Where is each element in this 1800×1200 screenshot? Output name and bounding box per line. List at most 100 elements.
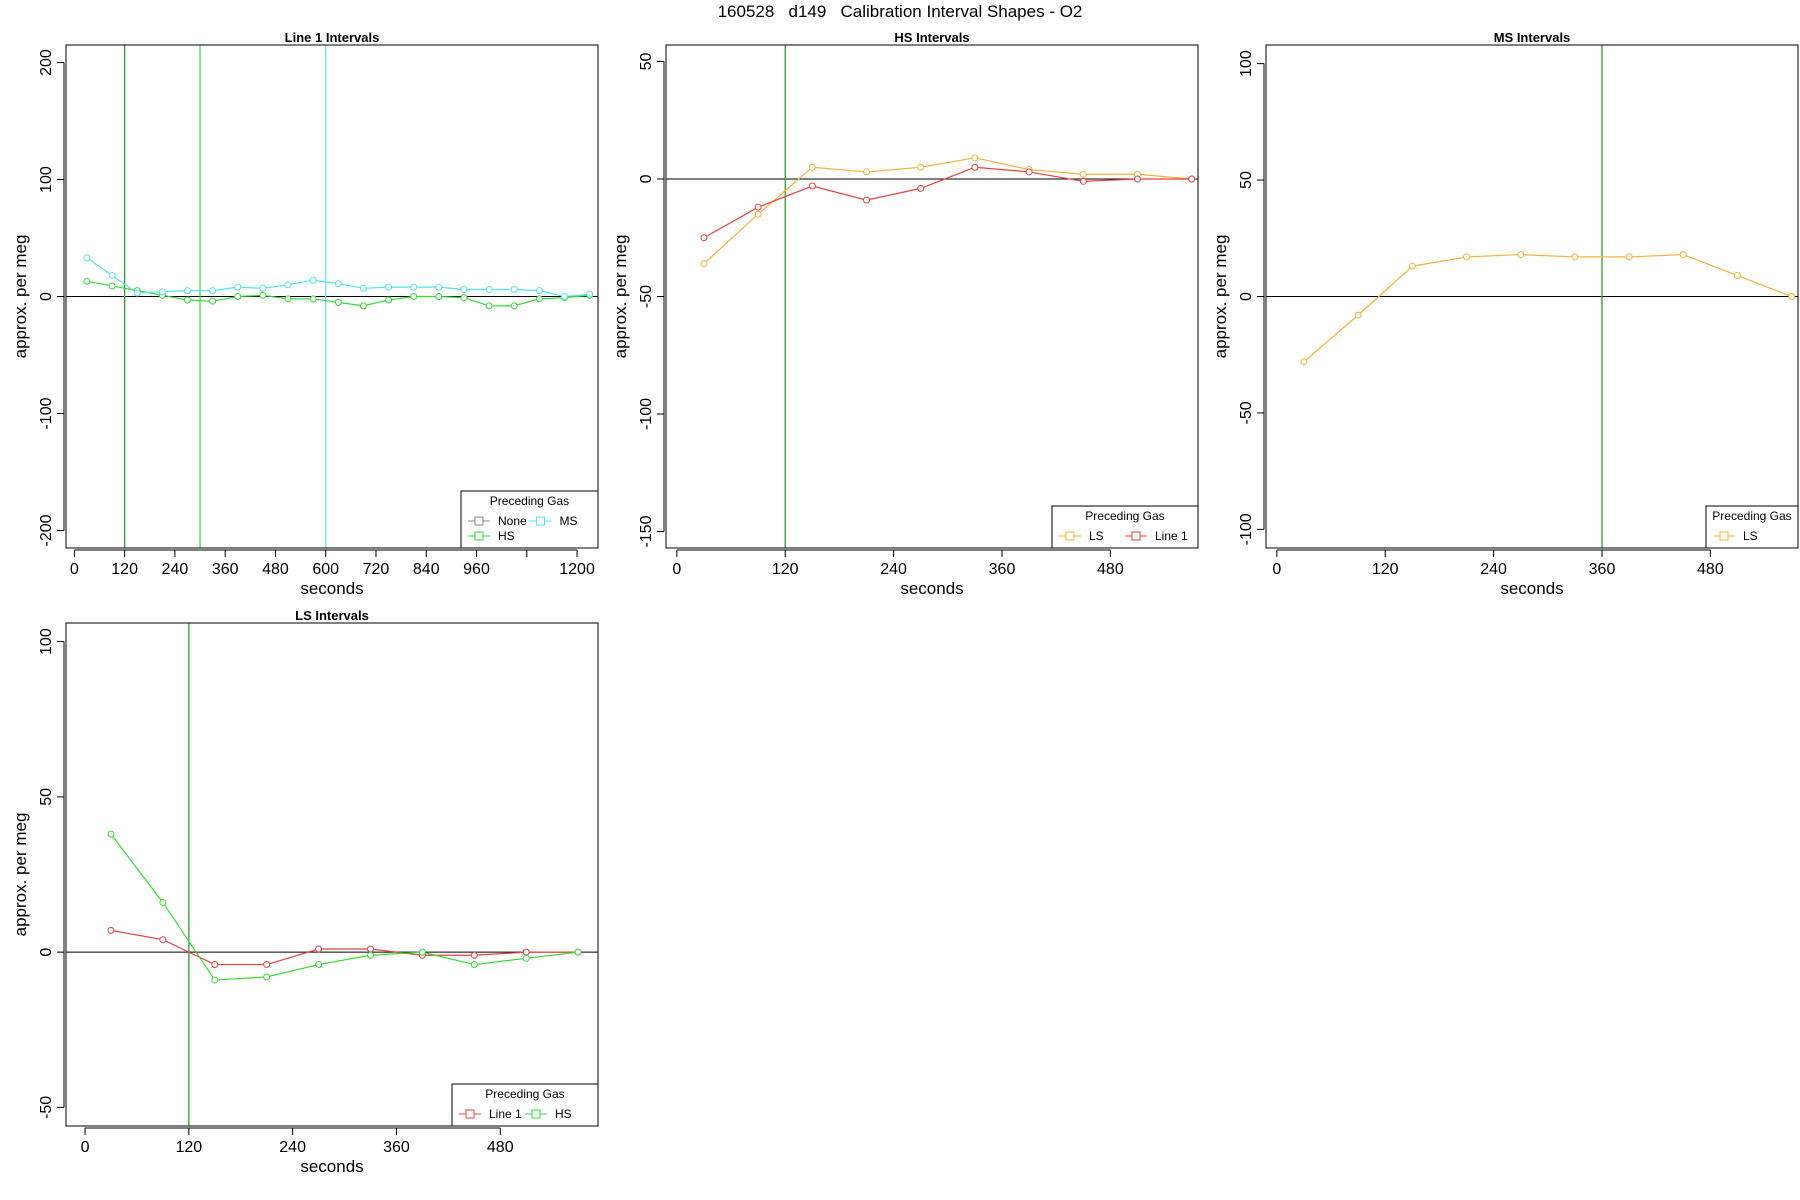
chart2-x-tick-label: 120 xyxy=(772,561,799,578)
chart1-series-2-point xyxy=(485,285,493,293)
chart1-series-1-point xyxy=(284,295,292,303)
chart1-series-1-point xyxy=(108,282,116,290)
chart1-legend-box xyxy=(460,490,599,549)
chart1-x-axis-label: seconds xyxy=(300,579,363,598)
chart1-y-tick-label: -100 xyxy=(38,397,55,429)
chart2-series-1-point xyxy=(971,154,979,162)
chart1-series-1-point xyxy=(234,293,242,300)
chart4-x-tick-label: 240 xyxy=(279,1139,306,1156)
chart2-legend-label: Line 1 xyxy=(1155,529,1188,543)
chart4-y-tick-label: -50 xyxy=(38,1096,55,1119)
chart2-legend-box xyxy=(1051,505,1199,549)
chart1-series-2-point xyxy=(359,284,367,292)
chart4-series-1-point xyxy=(159,936,167,944)
chart3-series-1-point xyxy=(1625,253,1633,261)
chart4-series-2-point xyxy=(211,976,219,984)
chart2-series-1-point xyxy=(700,260,708,268)
chart4-series-2-point xyxy=(315,961,323,969)
chart3-y-tick-label: -100 xyxy=(1238,513,1255,545)
chart2-series-2-point xyxy=(917,184,925,192)
chart1-series-2-point xyxy=(385,283,393,291)
chart1-y-tick-label: 0 xyxy=(38,292,55,301)
chart4-legend-swatch-marker xyxy=(531,1109,541,1119)
chart3-series-1-line xyxy=(1303,253,1792,363)
chart3-series-1-point xyxy=(1300,358,1308,366)
chart2-series-2-point xyxy=(863,196,871,204)
chart2-series-2-point xyxy=(700,234,708,242)
chart1-legend-swatch-marker xyxy=(474,531,484,541)
chart1-series-2-point xyxy=(560,293,568,300)
chart3-legend-title: Preceding Gas xyxy=(1712,509,1791,523)
chart4-x-tick-label: 0 xyxy=(81,1139,90,1156)
chart1-series-1-point xyxy=(460,294,468,302)
chart3-series-1-point xyxy=(1463,253,1471,261)
chart-ls-intervals: LS Intervals 0 120 240 360 480 seconds -50 0 50 10… xyxy=(11,608,599,1176)
chart4-legend-swatch-marker xyxy=(465,1109,475,1119)
chart-line1-intervals: Line 1 Intervals 0 120 240 360 480 600 720 840 96… xyxy=(11,30,599,598)
chart1-x-tick-label: 240 xyxy=(162,561,189,578)
chart-hs-intervals: HS Intervals 0 120 240 360 480 seconds -150 -100… xyxy=(611,30,1199,598)
chart1-series-2-point xyxy=(309,276,317,284)
chart4-y-tick-label: 50 xyxy=(38,788,55,806)
chart4-y-tick-label: 0 xyxy=(38,948,55,957)
chart1-series-1-point xyxy=(435,293,443,300)
chart1-series-2-point xyxy=(133,289,141,297)
chart1-series-2-point xyxy=(586,290,594,298)
chart2-series-1-point xyxy=(1079,170,1087,178)
chart3-legend-swatch-marker xyxy=(1719,531,1729,541)
chart3-y-tick-label: -50 xyxy=(1238,401,1255,424)
chart2-y-tick-label: -50 xyxy=(638,285,655,308)
chart2-series-2-point xyxy=(1079,177,1087,185)
chart4-series-1-point xyxy=(366,945,374,953)
chart2-series-2-point xyxy=(1188,175,1196,183)
chart1-series-2-point xyxy=(284,281,292,289)
chart1-series-2-point xyxy=(259,284,267,292)
chart2-y-tick-label: 50 xyxy=(638,52,655,70)
chart2-legend-swatch-marker xyxy=(1065,531,1075,541)
chart1-title: Line 1 Intervals xyxy=(285,30,380,45)
chart1-series-1-point xyxy=(83,277,91,285)
chart2-series-1-line xyxy=(703,157,1192,265)
chart1-x-tick-label: 840 xyxy=(413,561,440,578)
chart1-legend-label: HS xyxy=(498,529,515,543)
chart4-x-axis-label: seconds xyxy=(300,1157,363,1176)
chart1-series-1-point xyxy=(485,302,493,310)
chart4-series-1-point xyxy=(107,926,115,934)
chart3-y-tick-label: 100 xyxy=(1238,50,1255,77)
chart4-series-2-point xyxy=(366,951,374,959)
chart4-series-2-point xyxy=(263,973,271,981)
chart2-plot-frame xyxy=(665,44,1199,549)
chart2-legend-label: LS xyxy=(1089,529,1104,543)
chart2-x-tick-label: 240 xyxy=(880,561,907,578)
chart3-x-axis-label: seconds xyxy=(1500,579,1563,598)
chart2-series-2-point xyxy=(754,203,762,211)
chart3-x-tick-label: 240 xyxy=(1480,561,1507,578)
chart2-series-2-point xyxy=(1025,168,1033,176)
chart4-series-2-line xyxy=(110,833,579,981)
chart1-series-2-point xyxy=(209,287,217,295)
chart2-y-tick-label: -150 xyxy=(638,515,655,547)
chart4-legend-box xyxy=(451,1083,599,1127)
chart3-y-tick-label: 50 xyxy=(1238,171,1255,189)
chart3-series-1-point xyxy=(1517,251,1525,259)
chart1-series-2-point xyxy=(183,287,191,295)
chart1-legend-title: Preceding Gas xyxy=(490,494,569,508)
chart4-series-2-point xyxy=(574,948,582,956)
chart3-series-1-point xyxy=(1788,293,1796,300)
chart2-x-tick-label: 0 xyxy=(672,561,681,578)
chart4-series-1-line xyxy=(110,929,579,966)
figure-title: 160528 d149 Calibration Interval Shapes … xyxy=(717,2,1083,21)
chart4-y-axis-label: approx. per meg xyxy=(11,813,30,937)
chart2-y-tick-label: 0 xyxy=(638,174,655,183)
chart2-y-axis-label: approx. per meg xyxy=(611,235,630,359)
chart2-legend-title: Preceding Gas xyxy=(1085,509,1164,523)
chart2-title: HS Intervals xyxy=(894,30,969,45)
chart-ms-intervals: MS Intervals 0 120 240 360 480 seconds -100 -50 0… xyxy=(1211,30,1799,598)
chart1-series-1-point xyxy=(259,291,267,299)
chart3-x-tick-label: 360 xyxy=(1589,561,1616,578)
chart1-series-1-point xyxy=(410,293,418,300)
chart1-plot-frame xyxy=(65,44,599,549)
chart1-series-2-point xyxy=(435,283,443,291)
chart4-legend-label: Line 1 xyxy=(489,1107,522,1121)
chart1-series-2-point xyxy=(83,254,91,262)
